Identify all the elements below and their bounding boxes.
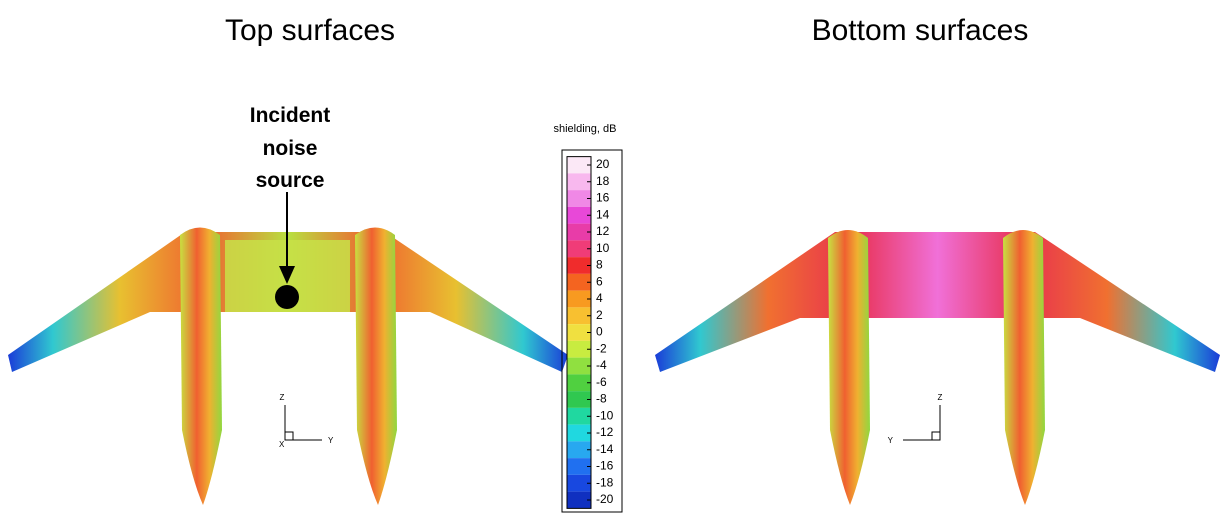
colorbar-swatch (567, 290, 591, 308)
pod (1003, 230, 1045, 505)
colorbar-swatch (567, 173, 591, 191)
colorbar-swatch (567, 407, 591, 425)
colorbar-tick-label: 14 (596, 207, 610, 221)
colorbar-tick-label: -8 (596, 392, 607, 406)
colorbar-swatch (567, 391, 591, 408)
colorbar-swatch (567, 357, 591, 375)
colorbar-tick-label: -2 (596, 341, 607, 355)
axis-label: Y (888, 436, 894, 445)
colorbar-swatch (567, 206, 591, 224)
colorbar-swatch (567, 424, 591, 442)
axis-label: Z (280, 393, 285, 402)
colorbar-tick-label: -16 (596, 459, 614, 473)
pod (180, 227, 222, 505)
colorbar-swatch (567, 240, 591, 258)
colorbar-swatch (567, 257, 591, 274)
colorbar-swatch (567, 223, 591, 241)
pod (355, 227, 397, 505)
colorbar-tick-label: -10 (596, 408, 614, 422)
panel-title: Top surfaces (225, 14, 395, 47)
bottom-surface-plot (655, 230, 1220, 505)
colorbar-swatch (567, 324, 591, 341)
colorbar-tick-label: 2 (596, 308, 603, 322)
colorbar-tick-label: 10 (596, 241, 610, 255)
colorbar-frame (561, 149, 623, 513)
annotation: Incident (250, 104, 331, 127)
axis-label: Y (328, 436, 334, 445)
colorbar-tick-label: 0 (596, 325, 603, 339)
axis-triad (284, 405, 941, 441)
colorbar-tick-label: -6 (596, 375, 607, 389)
colorbar-swatch (567, 307, 591, 325)
colorbar-tick-label: -12 (596, 425, 614, 439)
colorbar-tick-label: -20 (596, 492, 614, 506)
colorbar-swatch (567, 156, 591, 174)
colorbar-tick-label: 4 (596, 291, 603, 305)
pod (828, 230, 870, 505)
panel-title: Bottom surfaces (812, 14, 1029, 47)
colorbar-swatch (567, 491, 591, 509)
colorbar-tick-label: 20 (596, 157, 610, 171)
annotation: noise (263, 137, 318, 160)
colorbar-tick-label: 18 (596, 174, 610, 188)
colorbar-swatch (567, 190, 591, 207)
colorbar-tick-label: -4 (596, 358, 607, 372)
source-marker (275, 285, 299, 309)
colorbar-swatch (567, 374, 591, 392)
colorbar-swatch (567, 273, 591, 291)
colorbar-swatch (567, 340, 591, 358)
colorbar-swatch (567, 441, 591, 459)
arrowhead (279, 266, 295, 284)
colorbar-tick-label: 12 (596, 224, 610, 238)
colorbar-tick-label: -18 (596, 475, 614, 489)
colorbar-tick-label: -14 (596, 442, 614, 456)
colorbar-label: shielding, dB (554, 123, 617, 135)
axis-label: X (279, 440, 285, 449)
colorbar-swatch (567, 458, 591, 475)
wing (655, 232, 1220, 372)
annotation: source (256, 169, 325, 192)
colorbar-swatch (567, 474, 591, 492)
colorbar: 20181614121086420-2-4-6-8-10-12-14-16-18… (566, 156, 614, 509)
colorbar-tick-label: 8 (596, 258, 603, 272)
axis-label: Z (938, 393, 943, 402)
colorbar-tick-label: 16 (596, 191, 610, 205)
colorbar-tick-label: 6 (596, 274, 603, 288)
